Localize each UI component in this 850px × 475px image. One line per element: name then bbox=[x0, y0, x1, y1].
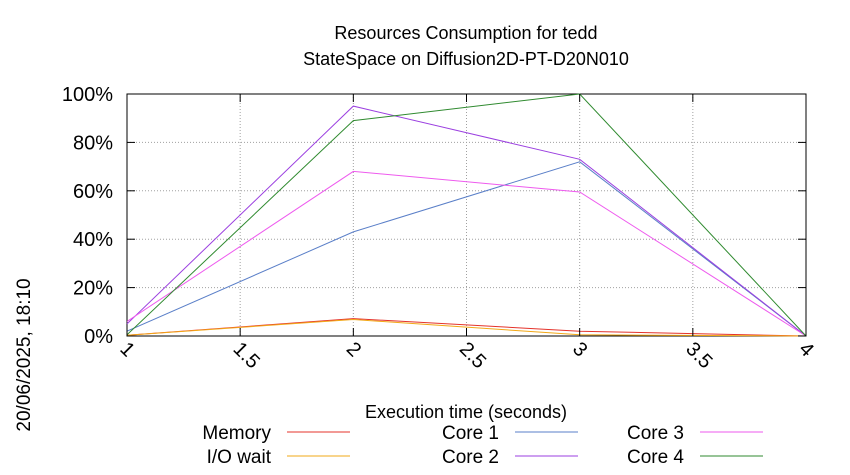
series-line-core-3 bbox=[126, 170, 807, 337]
x-tick-label: 2.5 bbox=[455, 338, 490, 373]
legend-label: Core 3 bbox=[627, 423, 684, 444]
legend: Memory I/O wait Core 1 Core 2 Core 3 Core 4 bbox=[202, 423, 763, 468]
x-axis-label: Execution time (seconds) bbox=[365, 402, 567, 422]
x-tick-label: 3 bbox=[568, 338, 591, 361]
legend-label: Core 1 bbox=[442, 423, 499, 444]
series-line-core-4 bbox=[126, 93, 807, 337]
grid bbox=[127, 94, 806, 336]
timestamp: 20/06/2025, 18:10 bbox=[14, 278, 35, 431]
y-tick-label: 20% bbox=[73, 278, 113, 300]
series-line-core-2 bbox=[126, 105, 807, 337]
legend-label: Core 2 bbox=[442, 447, 499, 468]
legend-label: Memory bbox=[202, 423, 271, 444]
y-tick-label: 60% bbox=[73, 181, 113, 203]
legend-label: Core 4 bbox=[627, 447, 684, 468]
x-tick-label: 3.5 bbox=[681, 338, 716, 373]
legend-item-core-1: Core 1 bbox=[442, 423, 578, 444]
series-layer bbox=[126, 93, 807, 337]
y-tick-label: 80% bbox=[73, 132, 113, 154]
legend-item-core-3: Core 3 bbox=[627, 423, 763, 444]
y-tick-label: 0% bbox=[84, 326, 113, 348]
legend-label: I/O wait bbox=[207, 447, 272, 468]
x-tick-label: 1.5 bbox=[229, 338, 264, 373]
chart-subtitle: StateSpace on Diffusion2D-PT-D20N010 bbox=[303, 49, 629, 69]
y-tick-label: 40% bbox=[73, 229, 113, 251]
y-axis-ticks: 0% 20% 40% 60% 80% 100% bbox=[62, 84, 806, 348]
y-tick-label: 100% bbox=[62, 84, 113, 106]
x-tick-label: 2 bbox=[342, 338, 365, 361]
chart-title: Resources Consumption for tedd bbox=[334, 23, 597, 43]
legend-item-core-2: Core 2 bbox=[442, 447, 578, 468]
series-line-core-1 bbox=[126, 161, 807, 337]
x-tick-label: 4 bbox=[794, 338, 817, 361]
legend-item-i-o-wait: I/O wait bbox=[207, 447, 350, 468]
legend-item-memory: Memory bbox=[202, 423, 350, 444]
legend-item-core-4: Core 4 bbox=[627, 447, 763, 468]
x-tick-label: 1 bbox=[115, 338, 138, 361]
